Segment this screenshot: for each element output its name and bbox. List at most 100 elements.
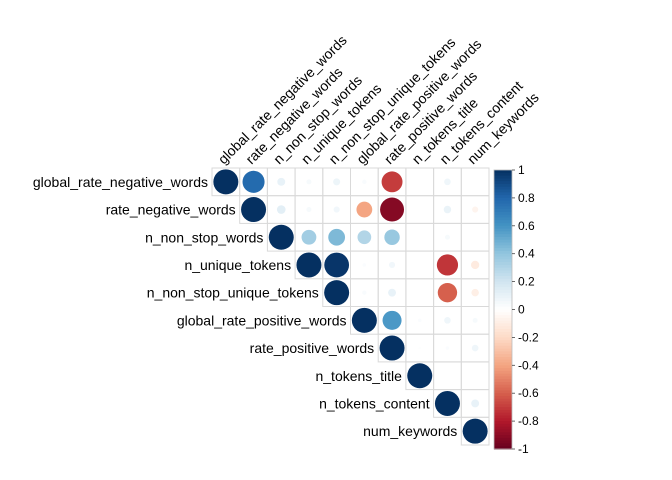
colorbar-segment	[494, 390, 512, 394]
correlation-circle	[462, 418, 488, 444]
correlation-circle	[444, 234, 450, 240]
colorbar-segment	[494, 443, 512, 447]
grid-cell	[460, 167, 490, 197]
colorbar-segment	[494, 446, 512, 450]
colorbar-tick-label: -0.6	[518, 386, 539, 400]
colorbar-segment	[494, 354, 512, 358]
colorbar-segment	[494, 368, 512, 372]
colorbar-segment	[494, 409, 512, 414]
colorbar-tick-label: -0.4	[518, 358, 539, 372]
colorbar-segment	[494, 423, 512, 428]
colorbar-segment	[494, 323, 512, 327]
grid-cell	[405, 167, 435, 197]
colorbar-segment	[494, 387, 512, 392]
grid-cell	[460, 222, 490, 252]
colorbar-segment	[494, 172, 512, 177]
colorbar-segment	[494, 270, 512, 274]
colorbar-segment	[494, 186, 512, 191]
colorbar-segment	[494, 236, 512, 241]
row-label: global_rate_negative_words	[33, 174, 208, 190]
colorbar-segment	[494, 309, 512, 313]
colorbar-segment	[494, 429, 512, 433]
correlation-circle	[362, 290, 367, 295]
colorbar-segment	[494, 217, 512, 221]
colorbar-segment	[494, 306, 512, 311]
grid-cell	[405, 278, 435, 307]
colorbar-segment	[494, 228, 512, 232]
colorbar-segment	[494, 315, 512, 319]
colorbar-segment	[494, 329, 512, 333]
colorbar-tick-label: 1	[518, 163, 525, 177]
colorbar-segment	[494, 189, 512, 193]
colorbar-tick-label: 0.6	[518, 219, 535, 233]
correlation-circle	[213, 169, 239, 195]
correlation-circle	[471, 344, 479, 352]
correlation-circle	[333, 178, 341, 186]
colorbar-segment	[494, 220, 512, 224]
grid-cell	[460, 361, 490, 391]
correlation-circle	[276, 205, 286, 214]
row-label: n_tokens_title	[315, 368, 402, 384]
correlation-circle	[388, 288, 397, 297]
colorbar-tick-label: -0.2	[518, 330, 539, 344]
correlation-circle	[444, 178, 451, 186]
colorbar-tick-label: 0.2	[518, 275, 535, 289]
correlation-circle	[418, 346, 421, 350]
colorbar-segment	[494, 362, 512, 366]
colorbar-segment	[494, 393, 512, 397]
colorbar-segment	[494, 267, 512, 272]
correlation-circle	[328, 228, 346, 246]
row-label: global_rate_positive_words	[177, 312, 347, 328]
correlation-circle	[306, 179, 312, 185]
correlation-circle	[434, 390, 460, 416]
correlation-circle	[306, 207, 312, 213]
colorbar-segment	[494, 407, 512, 411]
row-label-layer: global_rate_negative_words rate_negative_…	[33, 174, 457, 439]
colorbar-segment	[494, 183, 512, 188]
colorbar-segment	[494, 239, 512, 244]
grid-cell	[405, 222, 435, 252]
colorbar-segment	[494, 170, 512, 174]
colorbar-segment	[494, 351, 512, 355]
colorbar-segment	[494, 209, 512, 213]
row-label: n_non_stop_words	[145, 229, 263, 245]
colorbar-segment	[494, 301, 512, 305]
colorbar-segment	[494, 379, 512, 383]
colorbar-segment	[494, 223, 512, 227]
row-label: n_unique_tokens	[184, 257, 291, 273]
colorbar-segment	[494, 211, 512, 216]
colorbar-segment	[494, 273, 512, 277]
colorbar-tick-label: 0.4	[518, 247, 535, 261]
colorbar-segment	[494, 342, 512, 347]
correlation-circle	[384, 229, 400, 245]
row-label: num_keywords	[363, 423, 457, 439]
colorbar-segment	[494, 401, 512, 405]
correlation-circle	[472, 317, 478, 323]
correlation-circle	[436, 254, 459, 276]
correlation-circle	[382, 310, 402, 330]
colorbar-segment	[494, 262, 512, 266]
colorbar-segment	[494, 234, 512, 238]
colorbar-segment	[494, 337, 512, 341]
colorbar-segment	[494, 245, 512, 249]
colorbar-segment	[494, 359, 512, 364]
colorbar-segment	[494, 295, 512, 299]
colorbar-segment	[494, 192, 512, 196]
colorbar-segment	[494, 203, 512, 207]
colorbar-segment	[494, 284, 512, 288]
colorbar-segment	[494, 340, 512, 344]
colorbar-segment	[494, 334, 512, 338]
correlation-circle	[472, 206, 479, 213]
colorbar-segment	[494, 175, 512, 179]
correlation-circle	[351, 307, 377, 333]
colorbar-segment	[494, 376, 512, 380]
colorbar-segment	[494, 264, 512, 269]
row-label: rate_negative_words	[106, 202, 236, 218]
colorbar-tick-label: -0.8	[518, 414, 539, 428]
correlation-circle	[471, 288, 479, 297]
colorbar-segment	[494, 195, 512, 199]
correlation-circle	[356, 201, 373, 218]
colorbar: 1 0.8 0.6 0.4 0.2 0 -0.2 -0.4 -0.6 -0.8 -1	[493, 163, 539, 456]
colorbar-segment	[494, 250, 512, 255]
